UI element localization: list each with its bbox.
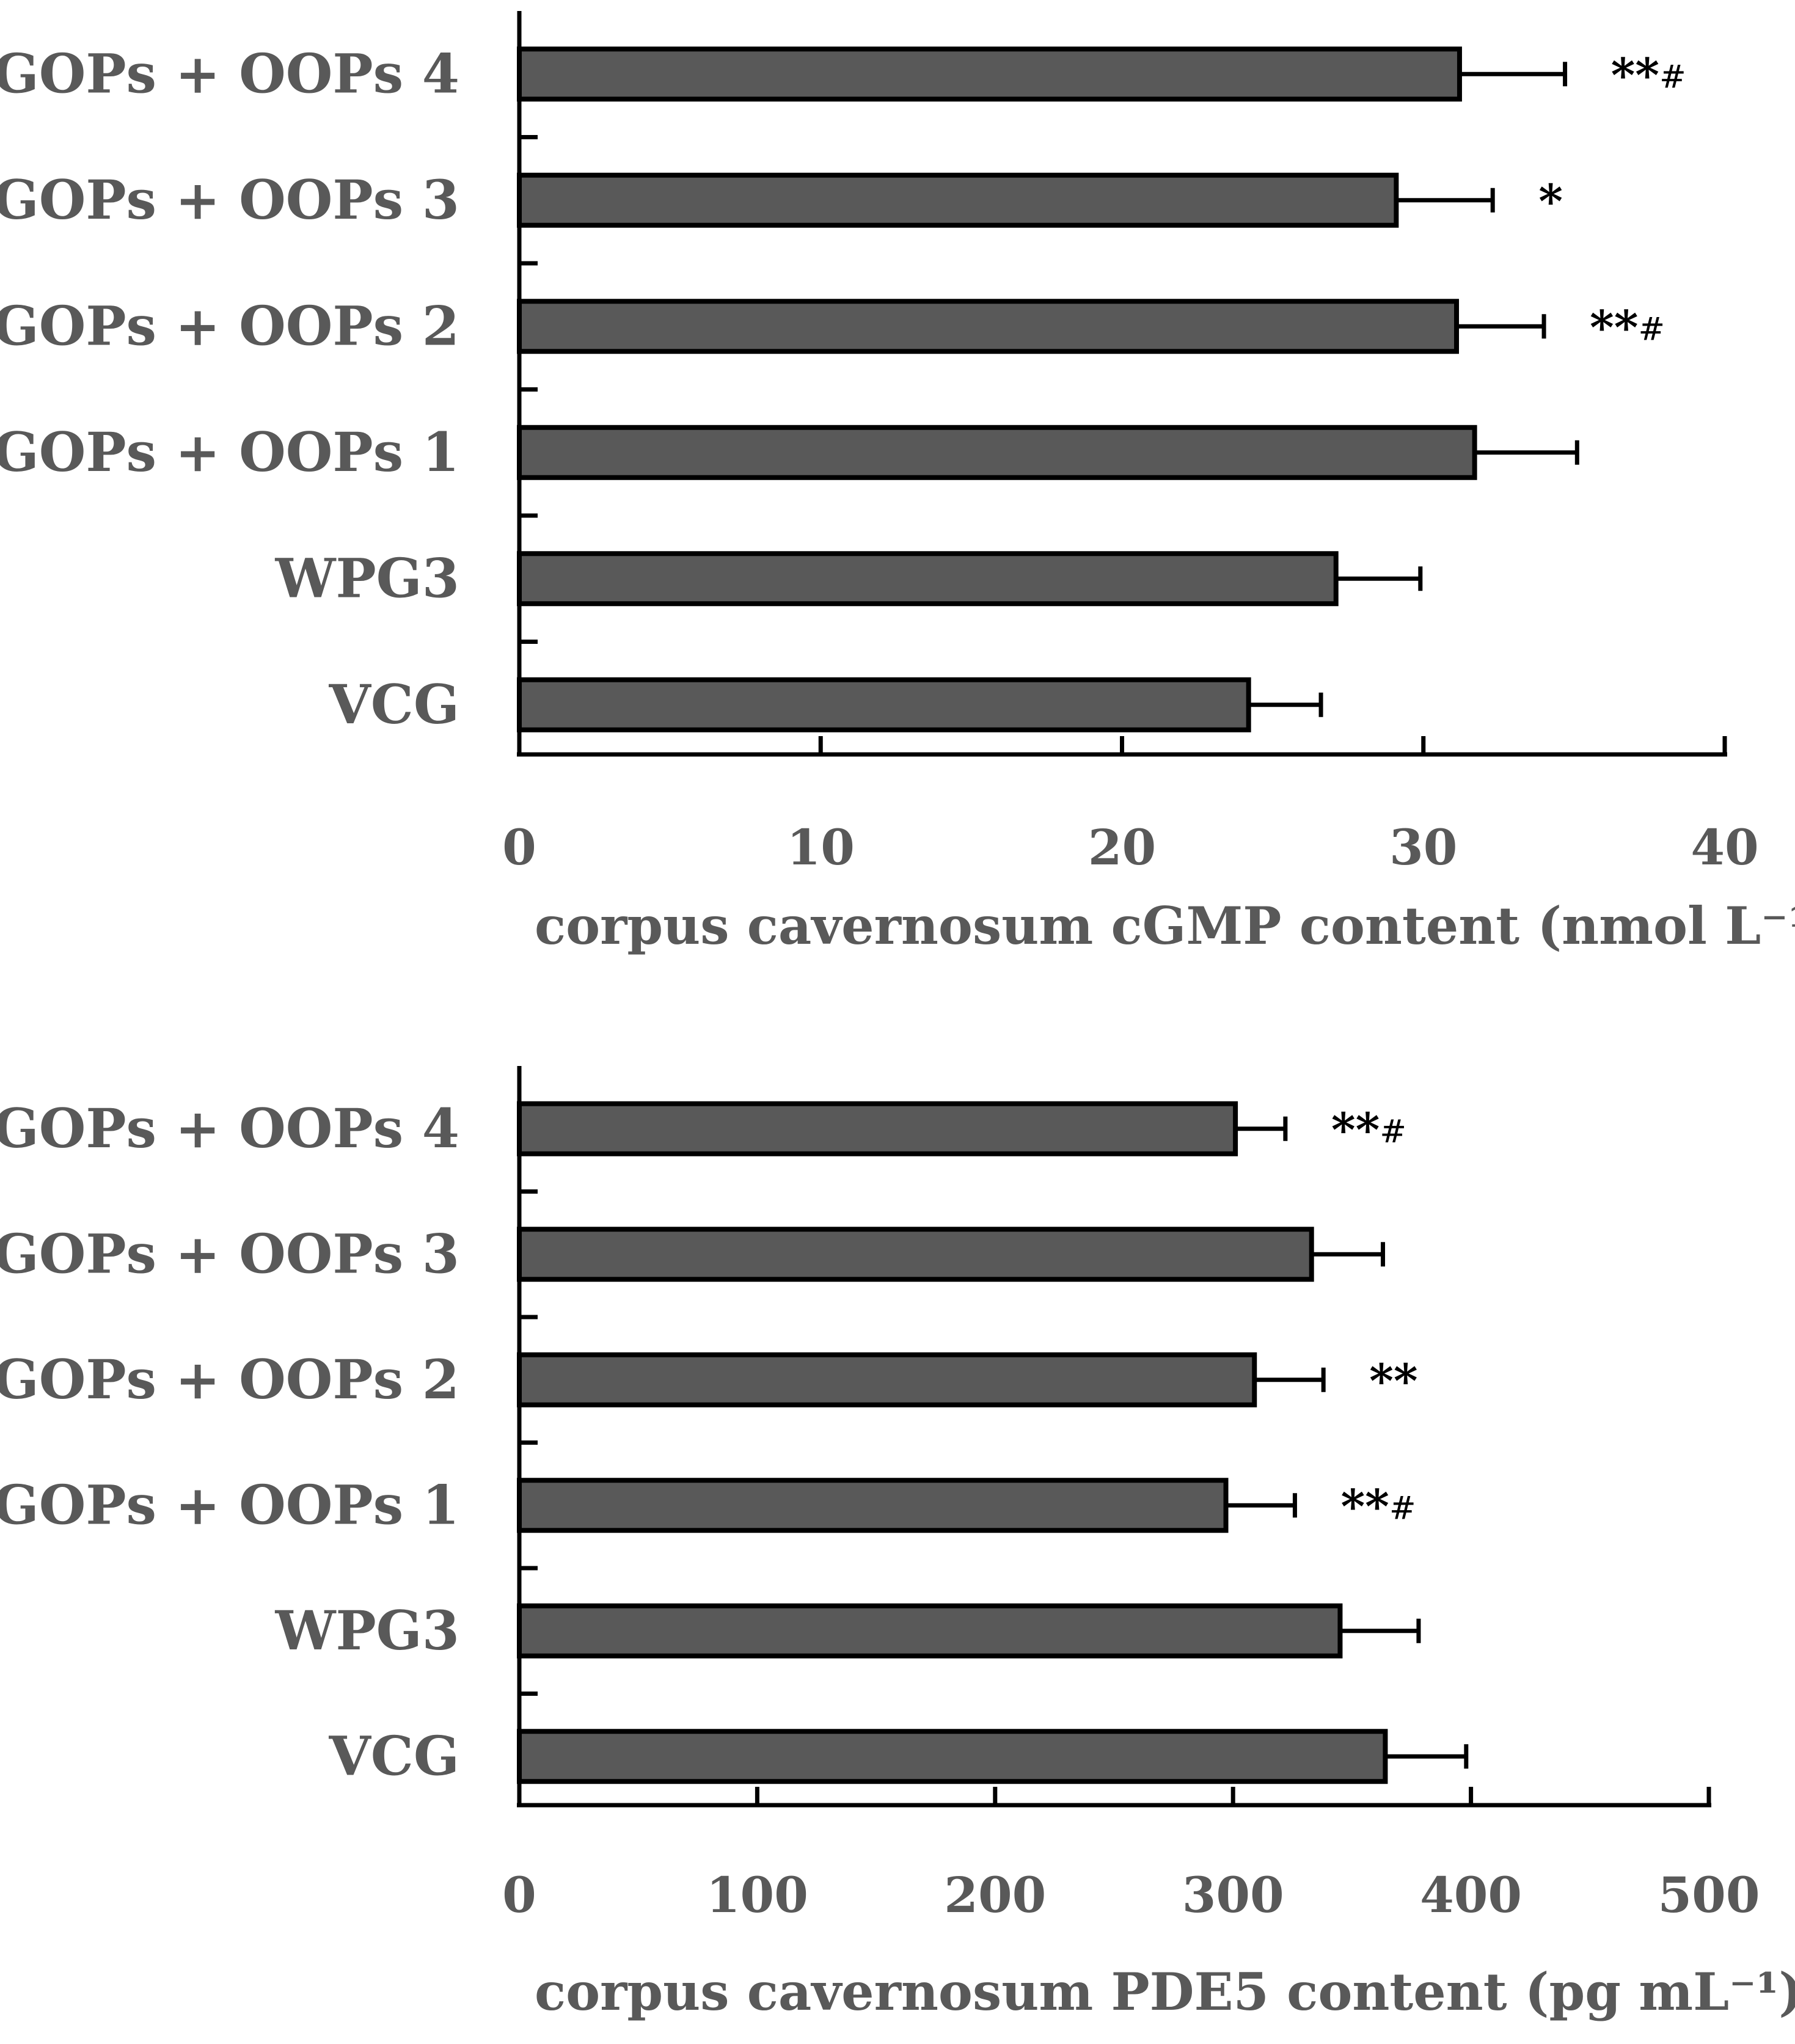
category-label: VCG xyxy=(329,1724,459,1787)
category-label: GOPs + OOPs 3 xyxy=(0,168,459,232)
bar xyxy=(517,1101,1238,1156)
x-tick-label: 500 xyxy=(1658,1866,1760,1924)
x-tick-label: 100 xyxy=(706,1866,808,1924)
x-tick-label: 20 xyxy=(1088,819,1156,876)
bar xyxy=(517,1729,1388,1784)
category-label: GOPs + OOPs 1 xyxy=(0,420,459,484)
x-tick-label: 10 xyxy=(787,819,855,876)
cgmp-chart: GOPs + OOPs 4 **# GOPs + OOPs 3 * GOPs + OOP… xyxy=(0,11,1795,956)
significance-label: **# xyxy=(1340,1479,1416,1533)
bar xyxy=(517,172,1399,228)
category-label: GOPs + OOPs 4 xyxy=(0,1097,459,1160)
bar xyxy=(517,1603,1343,1659)
x-tick-label: 30 xyxy=(1389,819,1457,876)
significance-label: **# xyxy=(1611,48,1686,102)
x-axis-title: corpus cavernosum cGMP content (nmol L⁻¹… xyxy=(535,896,1795,956)
x-axis-title: corpus cavernosum PDE5 content (pg mL⁻¹) xyxy=(535,1962,1795,2022)
category-label: WPG3 xyxy=(275,546,459,610)
bar xyxy=(517,46,1462,102)
category-label: VCG xyxy=(329,673,459,736)
bar xyxy=(517,299,1460,354)
x-tick-label: 0 xyxy=(502,819,536,876)
category-label: GOPs + OOPs 3 xyxy=(0,1222,459,1285)
x-tick-label: 0 xyxy=(502,1866,536,1924)
x-tick-label: 300 xyxy=(1182,1866,1284,1924)
bar xyxy=(517,1478,1229,1533)
category-label: GOPs + OOPs 2 xyxy=(0,294,459,357)
significance-label: * xyxy=(1538,174,1563,228)
x-tick-label: 400 xyxy=(1420,1866,1522,1924)
significance-label: **# xyxy=(1590,300,1665,354)
category-label: GOPs + OOPs 2 xyxy=(0,1348,459,1411)
category-label: GOPs + OOPs 4 xyxy=(0,42,459,105)
category-label: WPG3 xyxy=(275,1599,459,1662)
category-label: GOPs + OOPs 1 xyxy=(0,1473,459,1536)
x-tick-label: 40 xyxy=(1691,819,1758,876)
bar xyxy=(517,677,1251,732)
pde5-chart: GOPs + OOPs 4 **# GOPs + OOPs 3 GOPs + OOPs… xyxy=(0,1066,1795,2022)
significance-label: **# xyxy=(1331,1103,1406,1157)
bar xyxy=(517,1227,1314,1282)
bar xyxy=(517,551,1339,607)
significance-label: ** xyxy=(1369,1354,1418,1408)
bar xyxy=(517,425,1477,480)
x-tick-label: 200 xyxy=(944,1866,1046,1924)
bar xyxy=(517,1352,1257,1407)
